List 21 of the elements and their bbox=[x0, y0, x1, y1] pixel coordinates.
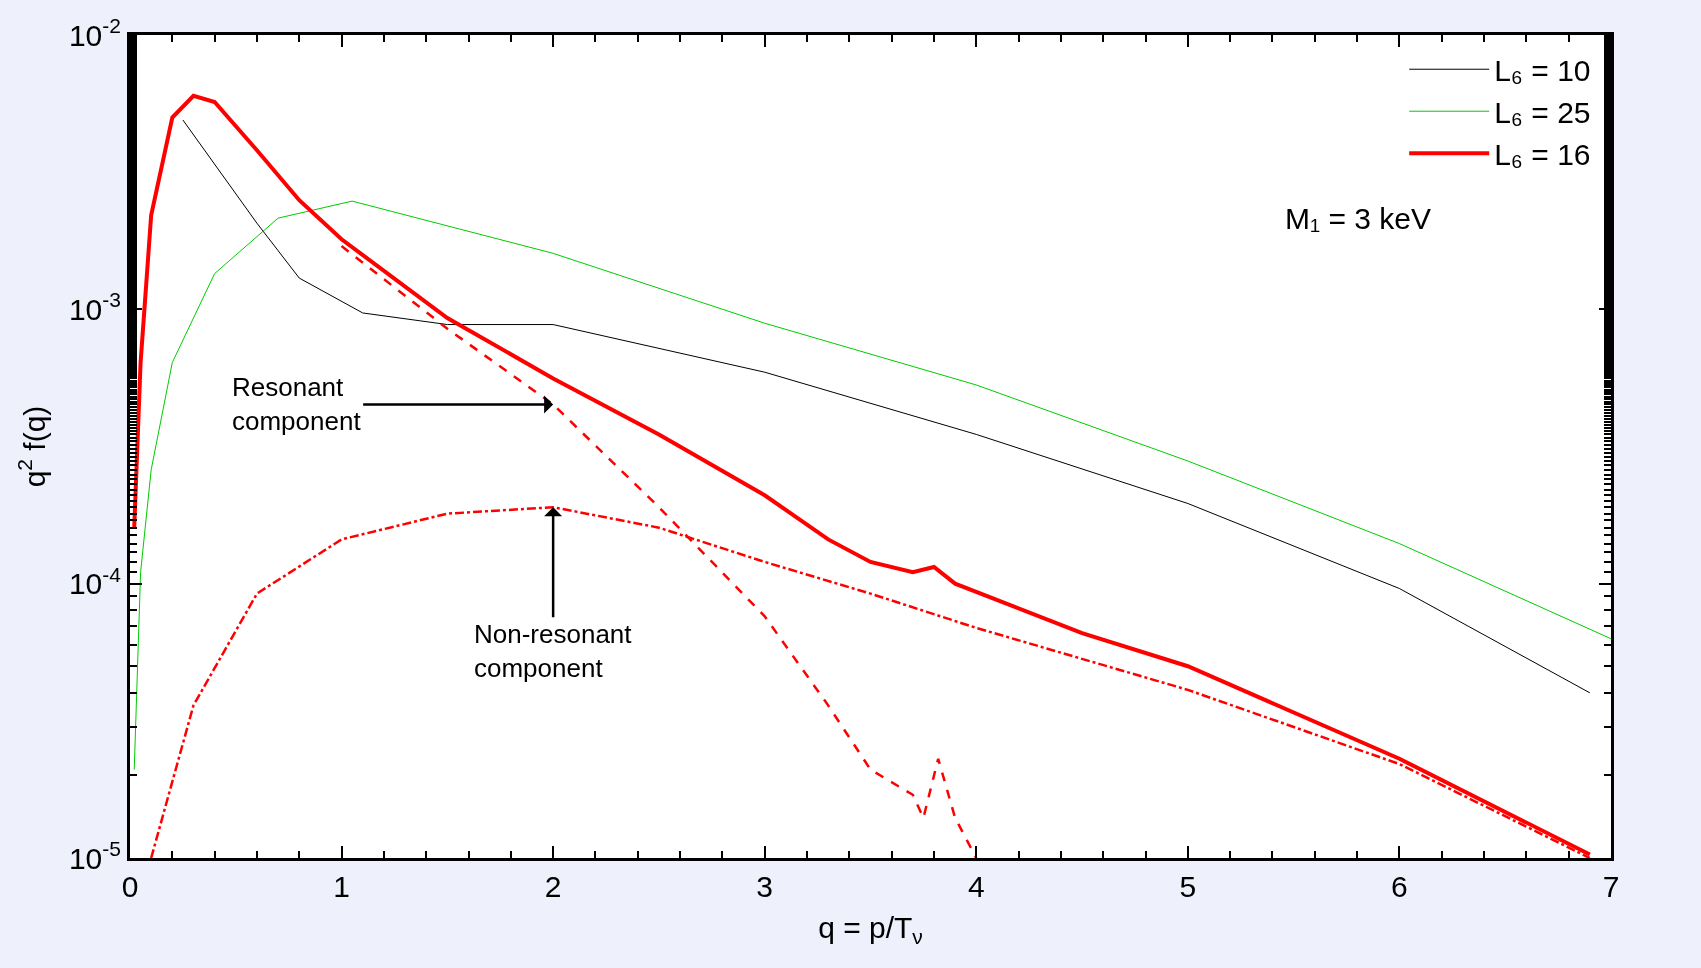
x-tick-label: 5 bbox=[1179, 870, 1197, 903]
x-axis-title: q = p/T$_{ν}$ bbox=[818, 910, 923, 948]
legend-label: L₆ = 10 bbox=[1494, 53, 1591, 87]
annotation: Non-resonant component bbox=[474, 619, 633, 683]
x-tick-label: 7 bbox=[1602, 870, 1620, 903]
y-tick-label: 10$^{-5}$ bbox=[68, 836, 121, 875]
x-tick-label: 2 bbox=[544, 870, 562, 903]
line-series bbox=[133, 200, 1611, 771]
legend-label: L₆ = 16 bbox=[1494, 137, 1591, 171]
x-tick-label: 3 bbox=[756, 870, 774, 903]
y-tick-label: 10$^{-4}$ bbox=[68, 562, 122, 601]
x-tick-label: 6 bbox=[1391, 870, 1408, 903]
x-tick-label: 1 bbox=[333, 870, 350, 903]
line-series bbox=[132, 93, 1592, 857]
y-tick-label: 10$^{-3}$ bbox=[68, 288, 121, 326]
annotation: M₁ = 3 keV bbox=[1285, 202, 1432, 235]
legend-label: L₆ = 25 bbox=[1494, 95, 1591, 129]
x-tick-label: 4 bbox=[967, 870, 985, 903]
x-tick-label: 0 bbox=[121, 870, 139, 903]
annotation: Resonant component bbox=[232, 372, 362, 436]
y-tick-label: 10$^{-2}$ bbox=[68, 13, 121, 52]
